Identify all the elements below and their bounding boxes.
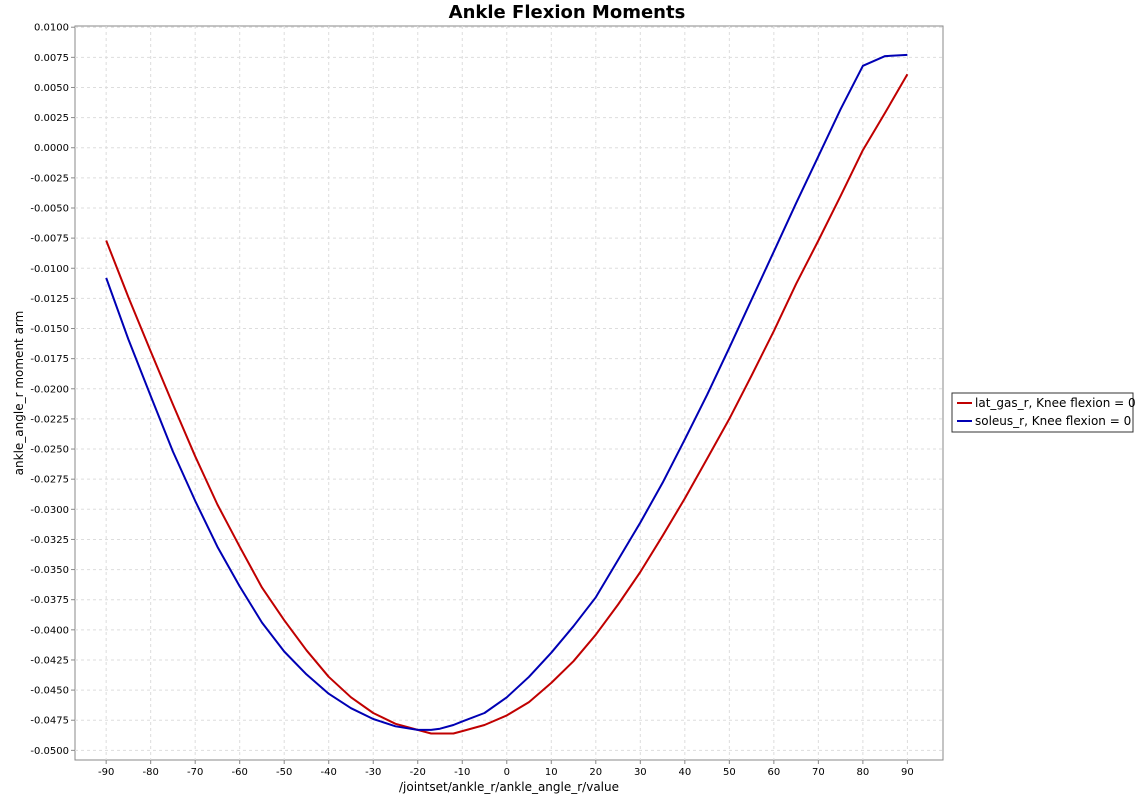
x-tick-label: 40 [678, 767, 691, 778]
y-axis-ticks: 0.0100 0.0075 0.0050 0.0025 0.0000 -0.0025 -0.… [30, 23, 75, 757]
x-tick-label: 90 [901, 767, 914, 778]
x-tick-label: 50 [723, 767, 736, 778]
y-tick-label: 0.0000 [34, 143, 69, 154]
y-tick-label: -0.0450 [30, 686, 69, 697]
series-lines [105, 53, 909, 735]
y-tick-label: -0.0350 [30, 565, 69, 576]
x-tick-label: -60 [232, 767, 248, 778]
y-tick-label: -0.0400 [30, 625, 69, 636]
grid [75, 26, 943, 760]
y-tick-label: -0.0125 [30, 294, 69, 305]
y-tick-label: -0.0200 [30, 384, 69, 395]
x-tick-label: 80 [857, 767, 870, 778]
x-tick-label: 0 [504, 767, 510, 778]
y-tick-label: 0.0050 [34, 83, 69, 94]
x-tick-label: -90 [98, 767, 114, 778]
y-tick-label: -0.0275 [30, 475, 69, 486]
y-tick-label: -0.0375 [30, 595, 69, 606]
x-tick-label: -30 [365, 767, 381, 778]
y-tick-label: -0.0225 [30, 414, 69, 425]
y-tick-label: -0.0075 [30, 234, 69, 245]
y-tick-label: -0.0300 [30, 505, 69, 516]
chart-title: Ankle Flexion Moments [449, 2, 686, 23]
x-tick-label: -70 [187, 767, 203, 778]
y-tick-label: 0.0075 [34, 53, 69, 64]
x-tick-label: 10 [545, 767, 558, 778]
y-tick-label: -0.0175 [30, 354, 69, 365]
y-tick-label: -0.0050 [30, 203, 69, 214]
x-tick-label: -10 [454, 767, 470, 778]
y-tick-label: -0.0425 [30, 655, 69, 666]
x-tick-label: 30 [634, 767, 647, 778]
x-tick-label: 70 [812, 767, 825, 778]
y-tick-label: -0.0025 [30, 173, 69, 184]
y-tick-label: -0.0325 [30, 535, 69, 546]
legend-label-soleus-r: soleus_r, Knee flexion = 0 [975, 414, 1131, 428]
x-tick-label: -50 [276, 767, 292, 778]
y-tick-label: -0.0150 [30, 324, 69, 335]
x-tick-label: 60 [767, 767, 780, 778]
x-tick-label: -80 [142, 767, 158, 778]
y-axis-label: ankle_angle_r moment arm [12, 311, 26, 476]
x-axis-label: /jointset/ankle_r/ankle_angle_r/value [399, 780, 619, 794]
x-tick-label: 20 [589, 767, 602, 778]
y-tick-label: 0.0100 [34, 23, 69, 34]
plot-area [74, 25, 944, 761]
series-line-1 [105, 53, 908, 731]
legend: lat_gas_r, Knee flexion = 0 soleus_r, Kn… [951, 392, 1135, 433]
y-tick-label: -0.0100 [30, 264, 69, 275]
y-tick-label: 0.0025 [34, 113, 69, 124]
x-tick-label: -20 [410, 767, 426, 778]
y-tick-label: -0.0500 [30, 746, 69, 757]
x-tick-label: -40 [321, 767, 337, 778]
x-axis-ticks: -90 -80 -70 -60 -50 -40 -30 -20 -10 0 10 20 30 40 50 60… [98, 760, 914, 778]
y-tick-label: -0.0475 [30, 716, 69, 727]
legend-label-lat-gas-r: lat_gas_r, Knee flexion = 0 [975, 396, 1135, 410]
series-line-0 [105, 73, 909, 735]
legend-box [951, 392, 1134, 433]
y-tick-label: -0.0250 [30, 445, 69, 456]
